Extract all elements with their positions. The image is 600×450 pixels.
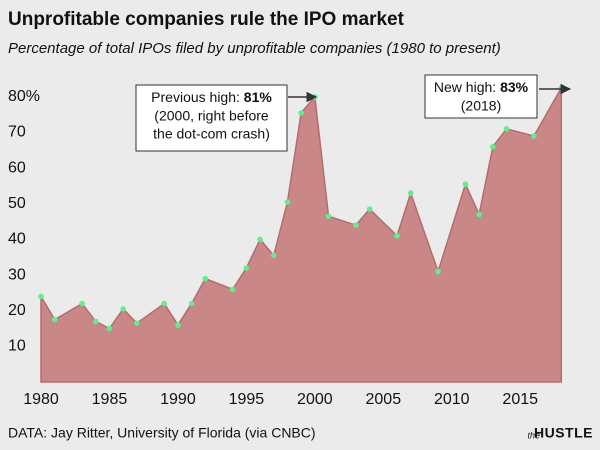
chart-title: Unprofitable companies rule the IPO mark… bbox=[8, 9, 405, 30]
annotation-box bbox=[424, 74, 538, 119]
data-point bbox=[229, 286, 236, 293]
data-point bbox=[284, 199, 291, 205]
data-point bbox=[188, 300, 195, 307]
annotation-title: New high: 83% bbox=[434, 79, 529, 95]
annotation-title: Previous high: 81% bbox=[151, 89, 272, 105]
data-point bbox=[106, 325, 113, 332]
data-point bbox=[270, 252, 277, 259]
y-tick-label: 10 bbox=[8, 338, 26, 355]
data-point bbox=[558, 85, 565, 91]
data-point bbox=[120, 306, 126, 312]
data-point bbox=[490, 143, 496, 150]
x-tick-label: 1990 bbox=[160, 391, 196, 408]
data-point bbox=[366, 206, 373, 212]
annotation-prefix: Previous high: bbox=[151, 89, 244, 105]
x-tick-label: 2010 bbox=[434, 391, 470, 408]
y-tick-label: 80% bbox=[8, 88, 40, 105]
annotation-line: the dot-com crash) bbox=[153, 126, 270, 142]
y-tick-label: 60 bbox=[8, 159, 26, 176]
data-point bbox=[394, 233, 400, 239]
data-point bbox=[531, 133, 537, 139]
annotation-box bbox=[135, 84, 288, 152]
data-point bbox=[503, 126, 510, 132]
annotation-prefix: New high: bbox=[434, 79, 500, 95]
data-point bbox=[257, 236, 263, 243]
data-point bbox=[476, 211, 482, 218]
data-point bbox=[407, 190, 414, 196]
x-tick-label: 2000 bbox=[297, 391, 333, 408]
y-tick-label: 70 bbox=[8, 124, 26, 141]
x-tick-label: 1985 bbox=[92, 391, 128, 408]
annotation-bold: 83% bbox=[500, 79, 529, 95]
data-point bbox=[92, 318, 99, 325]
y-tick-label: 30 bbox=[8, 266, 26, 283]
data-point bbox=[79, 300, 85, 307]
annotation-line: (2000, right before bbox=[154, 108, 269, 124]
x-tick-label: 1995 bbox=[229, 391, 265, 408]
data-point bbox=[435, 268, 441, 275]
x-tick-label: 1980 bbox=[23, 391, 59, 408]
x-tick-label: 2015 bbox=[502, 391, 538, 408]
data-point bbox=[353, 222, 359, 228]
data-point bbox=[243, 265, 250, 271]
data-point bbox=[462, 181, 469, 187]
y-tick-label: 50 bbox=[8, 195, 26, 212]
data-point bbox=[38, 293, 44, 300]
logo-big: HUSTLE bbox=[534, 425, 593, 441]
data-point bbox=[202, 275, 209, 282]
logo-small: the bbox=[527, 430, 540, 440]
y-tick-label: 40 bbox=[8, 231, 26, 248]
data-point bbox=[175, 322, 181, 328]
data-point bbox=[325, 213, 332, 220]
data-point bbox=[161, 300, 168, 307]
data-point bbox=[134, 320, 140, 326]
data-point bbox=[298, 110, 304, 116]
y-tick-label: 20 bbox=[8, 302, 26, 319]
chart-subtitle: Percentage of total IPOs filed by unprof… bbox=[8, 40, 501, 57]
annotation-line: (2018) bbox=[461, 98, 501, 114]
x-tick-label: 2005 bbox=[366, 391, 402, 408]
annotation-bold: 81% bbox=[244, 89, 273, 105]
source: DATA: Jay Ritter, University of Florida … bbox=[8, 425, 316, 441]
data-point bbox=[51, 316, 58, 323]
